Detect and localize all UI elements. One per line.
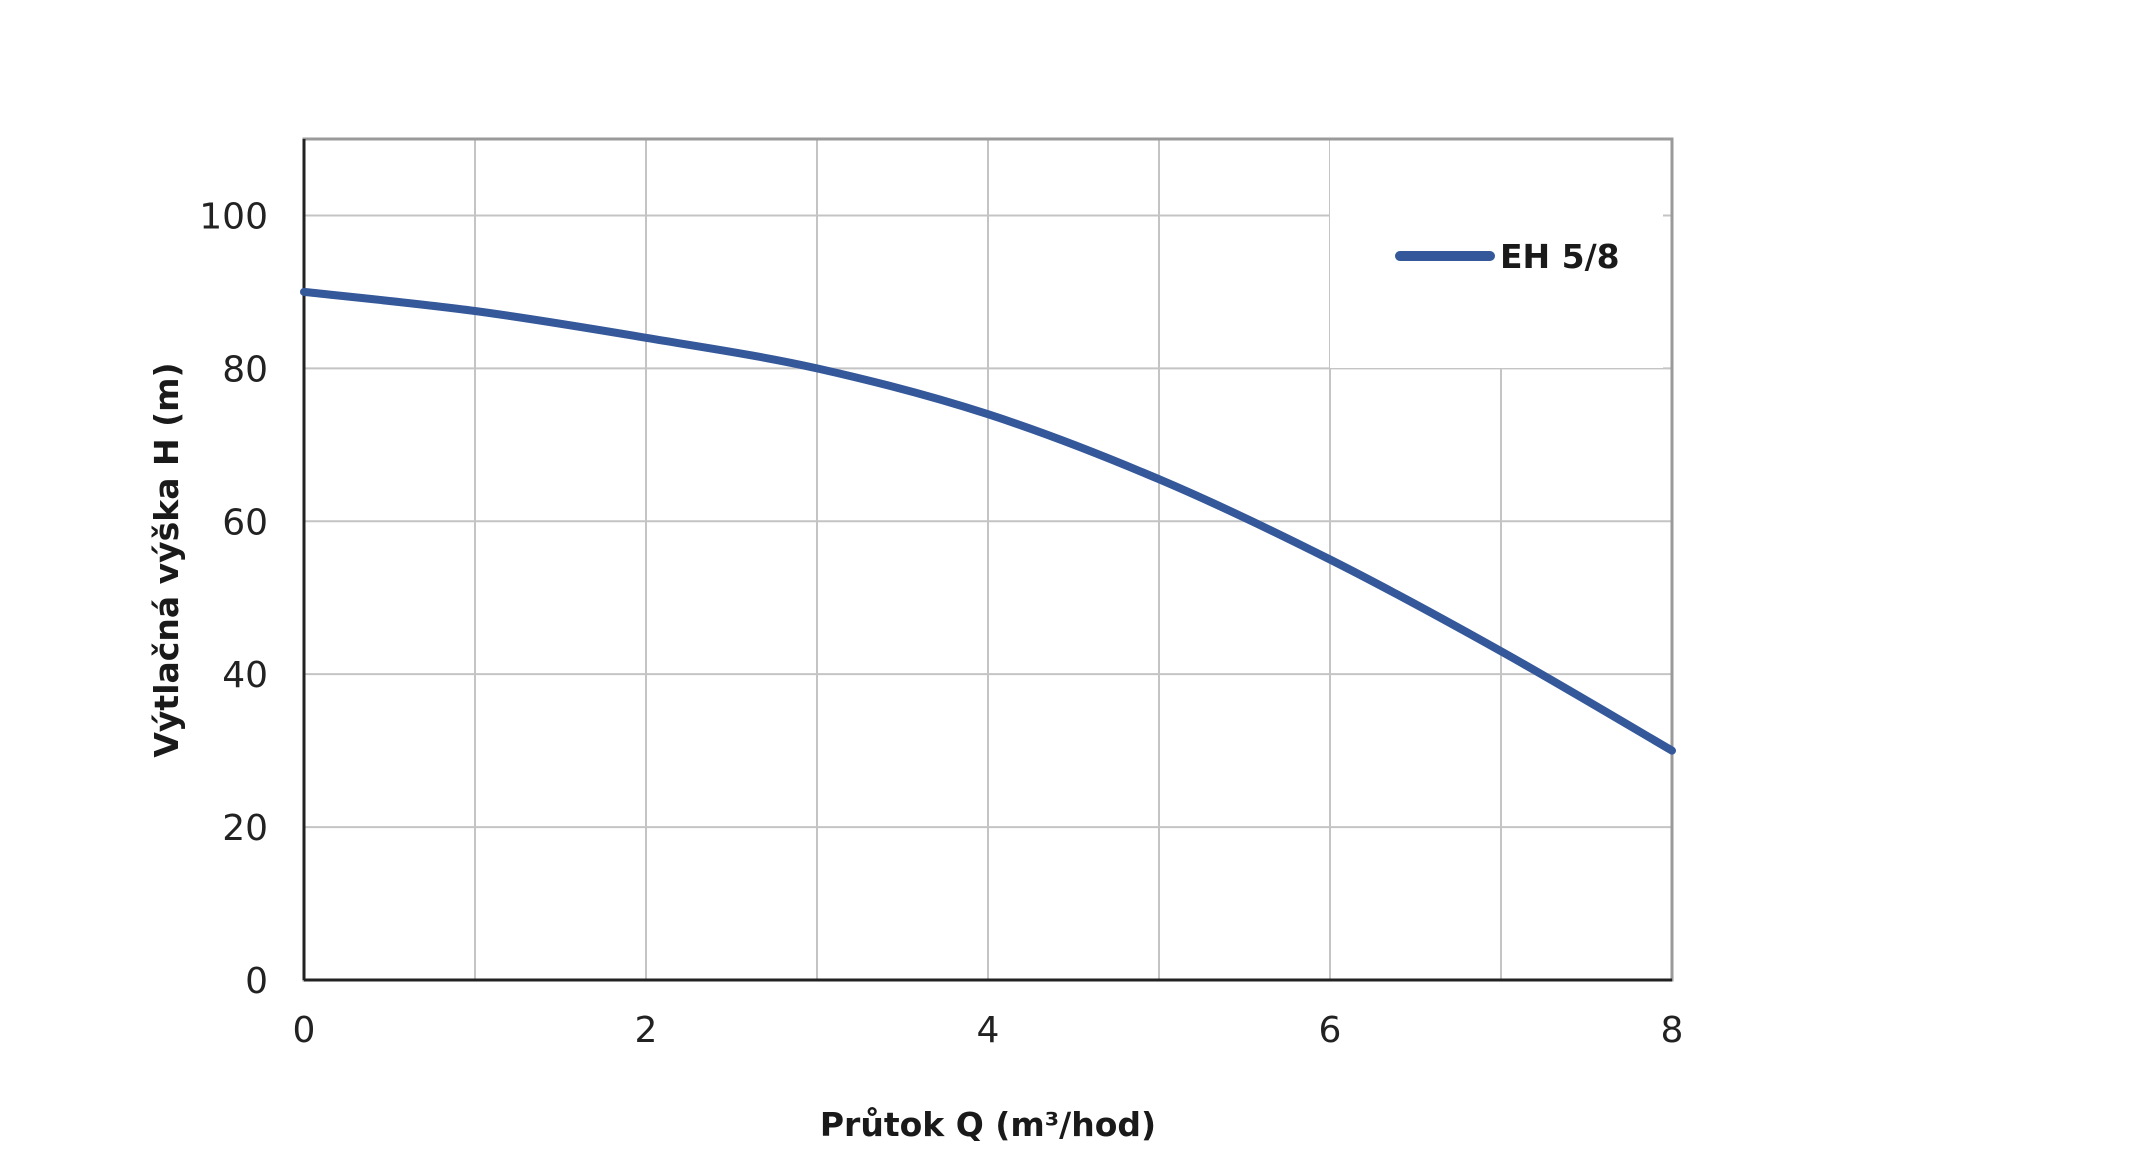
x-tick-label: 2: [635, 1010, 658, 1051]
y-tick-label: 0: [245, 961, 268, 1002]
series-line-eh-5-8: [300, 287, 1676, 755]
x-axis-title: Průtok Q (m³/hod): [820, 1105, 1156, 1144]
series-lines: [300, 287, 1676, 755]
y-tick-label: 100: [199, 196, 268, 237]
y-tick-label: 40: [222, 655, 268, 696]
x-tick-label: 6: [1319, 1010, 1342, 1051]
y-tick-label: 80: [222, 349, 268, 390]
legend-box: [1330, 139, 1663, 368]
y-tick-label: 60: [222, 502, 268, 543]
y-tick-label: 20: [222, 808, 268, 849]
x-tick-label: 0: [293, 1010, 316, 1051]
legend: EH 5/8: [1395, 237, 1620, 276]
x-tick-label: 8: [1661, 1010, 1684, 1051]
y-axis-title: Výtlačná výška H (m): [147, 362, 186, 757]
x-tick-label: 4: [977, 1010, 1000, 1051]
legend-label: EH 5/8: [1500, 237, 1620, 276]
